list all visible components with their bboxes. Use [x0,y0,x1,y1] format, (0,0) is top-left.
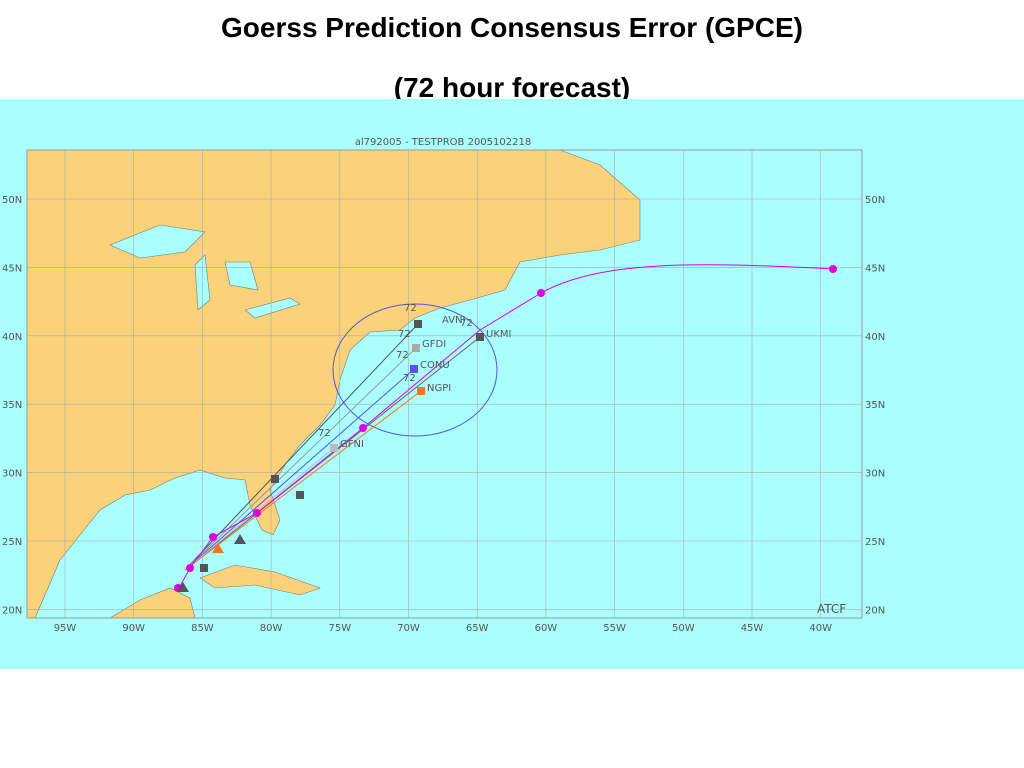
lon-label: 60W [535,623,558,634]
lon-label: 80W [260,623,283,634]
track [184,323,419,571]
lon-label: 45W [741,623,764,634]
lat-label: 25N [865,537,885,548]
lat-label: 50N [2,195,22,206]
lat-label: 50N [865,195,885,206]
track [184,336,481,571]
lat-label: 30N [865,469,885,480]
lon-label: 65W [466,623,489,634]
lon-label: 95W [54,623,77,634]
lat-label: 25N [2,537,22,548]
model-label: AVNI [442,315,465,326]
best-track [177,264,834,591]
land [26,149,641,619]
lat-label: 30N [2,469,22,480]
model-label: GFDI [422,339,446,350]
model-label: GFNI [340,439,364,450]
forecast-points [177,320,484,592]
lon-label: 85W [191,623,214,634]
cuba [199,564,321,596]
forecast-hour: 72 [398,329,411,340]
forecast-hour: 72 [396,350,409,361]
lon-label: 55W [603,623,626,634]
forecast-hour: 72 [403,373,416,384]
lat-label: 35N [865,400,885,411]
forecast-hour: 72 [404,303,417,314]
lon-label: 50W [672,623,695,634]
model-label: UKMI [486,329,511,340]
track [184,447,335,571]
map: al792005 - TESTPROB 2005102218 50N 50N 45N 4… [0,99,1024,669]
lon-label: 40W [809,623,832,634]
lon-label: 90W [122,623,145,634]
lon-label: 75W [328,623,351,634]
lat-label: 45N [865,263,885,274]
map-frame [26,149,863,619]
map-title: al792005 - TESTPROB 2005102218 [355,137,531,148]
track [184,347,417,571]
model-label: CONU [420,360,450,371]
track-points [174,265,837,592]
lat-label: 45N [2,263,22,274]
lake [224,261,259,291]
track [184,390,422,571]
credit: ATCF [817,602,846,616]
lat-label: 40N [2,332,22,343]
lat-label: 40N [865,332,885,343]
title: Goerss Prediction Consensus Error (GPCE) [221,12,803,43]
lat-label: 20N [2,605,22,616]
subtitle: (72 hour forecast) [393,72,631,103]
model-label: NGPI [427,383,451,394]
lon-label: 70W [397,623,420,634]
error-circle [332,303,498,437]
lat-label: 20N [865,605,885,616]
forecast-hour: 72 [318,428,331,439]
track [184,368,415,571]
lat-label: 35N [2,400,22,411]
forecast-hour: 72 [460,318,473,329]
lake [244,297,301,319]
